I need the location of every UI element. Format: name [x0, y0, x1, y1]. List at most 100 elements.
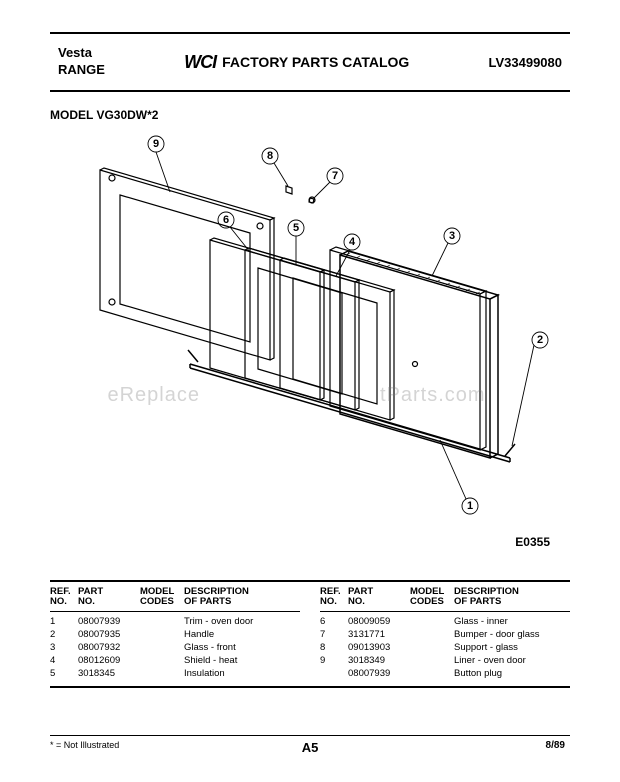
callout-7: 7: [332, 170, 338, 182]
cell-desc: Insulation: [184, 667, 300, 680]
cell-part: 08009059: [348, 615, 410, 628]
table-row: 08007939 Button plug: [320, 667, 570, 680]
parts-table: REF.NO. PARTNO. MODELCODES DESCRIPTIONOF…: [50, 580, 570, 688]
table-row: 53018345 Insulation: [50, 667, 300, 680]
callout-9: 9: [153, 138, 159, 150]
logo: WCI: [184, 52, 216, 73]
cell-part: 08012609: [78, 654, 140, 667]
table-row: 108007939 Trim - oven door: [50, 615, 300, 628]
callout-5: 5: [293, 222, 299, 234]
cell-desc: Support - glass: [454, 641, 570, 654]
table-row: 73131771 Bumper - door glass: [320, 628, 570, 641]
hdr-model2b: CODES: [410, 596, 444, 607]
callout-1: 1: [467, 500, 473, 512]
cell-ref: 6: [320, 615, 348, 628]
cell-ref: 4: [50, 654, 78, 667]
hdr-part1: PART: [78, 586, 103, 597]
cell-model: [140, 615, 184, 628]
parts-header-left: REF.NO. PARTNO. MODELCODES DESCRIPTIONOF…: [50, 586, 300, 612]
cell-model: [140, 654, 184, 667]
cell-part: 08007939: [348, 667, 410, 680]
brand: Vesta: [58, 45, 105, 62]
header: Vesta RANGE WCI FACTORY PARTS CATALOG LV…: [50, 32, 570, 92]
parts-header-right: REF.NO. PARTNO. MODELCODES DESCRIPTIONOF…: [320, 586, 570, 612]
cell-part: 3131771: [348, 628, 410, 641]
hdr-ref2: NO.: [50, 596, 67, 607]
table-row: 608009059 Glass - inner: [320, 615, 570, 628]
callout-6: 6: [223, 214, 229, 226]
table-row: 809013903 Support - glass: [320, 641, 570, 654]
catalog-title: FACTORY PARTS CATALOG: [222, 54, 409, 70]
cell-ref: 5: [50, 667, 78, 680]
table-row: 308007932 Glass - front: [50, 641, 300, 654]
cell-part: 3018349: [348, 654, 410, 667]
hdr-part2: NO.: [78, 596, 95, 607]
cell-ref: 1: [50, 615, 78, 628]
hdr-model2: CODES: [140, 596, 174, 607]
table-row: 408012609 Shield - heat: [50, 654, 300, 667]
small-parts: [286, 186, 315, 203]
cell-model: [410, 628, 454, 641]
cell-part: 09013903: [348, 641, 410, 654]
callout-3: 3: [449, 230, 455, 242]
hdr-part2b: NO.: [348, 596, 365, 607]
footer-rule: [50, 735, 570, 736]
cell-model: [140, 641, 184, 654]
table-row: 208007935Handle: [50, 628, 300, 641]
hdr-model1: MODEL: [140, 586, 174, 597]
hdr-ref1: REF.: [50, 586, 71, 597]
cell-model: [410, 641, 454, 654]
page-number: A5: [0, 740, 620, 755]
cell-desc: Liner - oven door: [454, 654, 570, 667]
cell-model: [410, 667, 454, 680]
hdr-desc1: DESCRIPTION: [184, 586, 249, 597]
panel-inner-glass: [210, 238, 324, 400]
exploded-diagram: 9 8 7 6 5 4 3 2 1: [40, 120, 580, 540]
callout-8: 8: [267, 150, 273, 162]
hdr-desc2: OF PARTS: [184, 596, 231, 607]
parts-col-left: REF.NO. PARTNO. MODELCODES DESCRIPTIONOF…: [50, 586, 300, 680]
cell-part: 3018345: [78, 667, 140, 680]
cell-model: [410, 654, 454, 667]
table-row: 93018349 Liner - oven door: [320, 654, 570, 667]
cell-model: [140, 628, 184, 641]
parts-col-right: REF.NO. PARTNO. MODELCODES DESCRIPTIONOF…: [320, 586, 570, 680]
page: Vesta RANGE WCI FACTORY PARTS CATALOG LV…: [0, 0, 620, 782]
callout-2: 2: [537, 334, 543, 346]
cell-model: [410, 615, 454, 628]
panel-trim: [340, 251, 498, 458]
cell-desc: Glass - front: [184, 641, 300, 654]
cell-desc: Button plug: [454, 667, 570, 680]
cell-ref: 2: [50, 628, 78, 641]
cell-desc: Bumper - door glass: [454, 628, 570, 641]
doc-number: LV33499080: [489, 55, 563, 70]
product: RANGE: [58, 62, 105, 79]
header-left: Vesta RANGE: [58, 45, 105, 79]
hdr-desc1b: DESCRIPTION: [454, 586, 519, 597]
hdr-ref1b: REF.: [320, 586, 341, 597]
cell-part: 08007935: [78, 628, 140, 641]
hdr-model1b: MODEL: [410, 586, 444, 597]
hdr-desc2b: OF PARTS: [454, 596, 501, 607]
cell-part: 08007932: [78, 641, 140, 654]
cell-part: 08007939: [78, 615, 140, 628]
header-center: WCI FACTORY PARTS CATALOG: [184, 52, 409, 73]
cell-desc: Trim - oven door: [184, 615, 300, 628]
cell-model: [140, 667, 184, 680]
cell-ref: 9: [320, 654, 348, 667]
cell-ref: 8: [320, 641, 348, 654]
page-date: 8/89: [546, 740, 565, 751]
panel-front-glass: [330, 247, 486, 450]
handle: [188, 350, 515, 462]
hdr-ref2b: NO.: [320, 596, 337, 607]
hdr-part1b: PART: [348, 586, 373, 597]
cell-desc: Glass - inner: [454, 615, 570, 628]
cell-ref: 7: [320, 628, 348, 641]
diagram-svg: 9 8 7 6 5 4 3 2 1: [40, 120, 580, 540]
cell-ref: [320, 667, 348, 680]
callout-4: 4: [349, 236, 356, 248]
cell-desc: Shield - heat: [184, 654, 300, 667]
drawing-code: E0355: [515, 535, 550, 549]
panel-liner: [100, 168, 274, 360]
cell-ref: 3: [50, 641, 78, 654]
